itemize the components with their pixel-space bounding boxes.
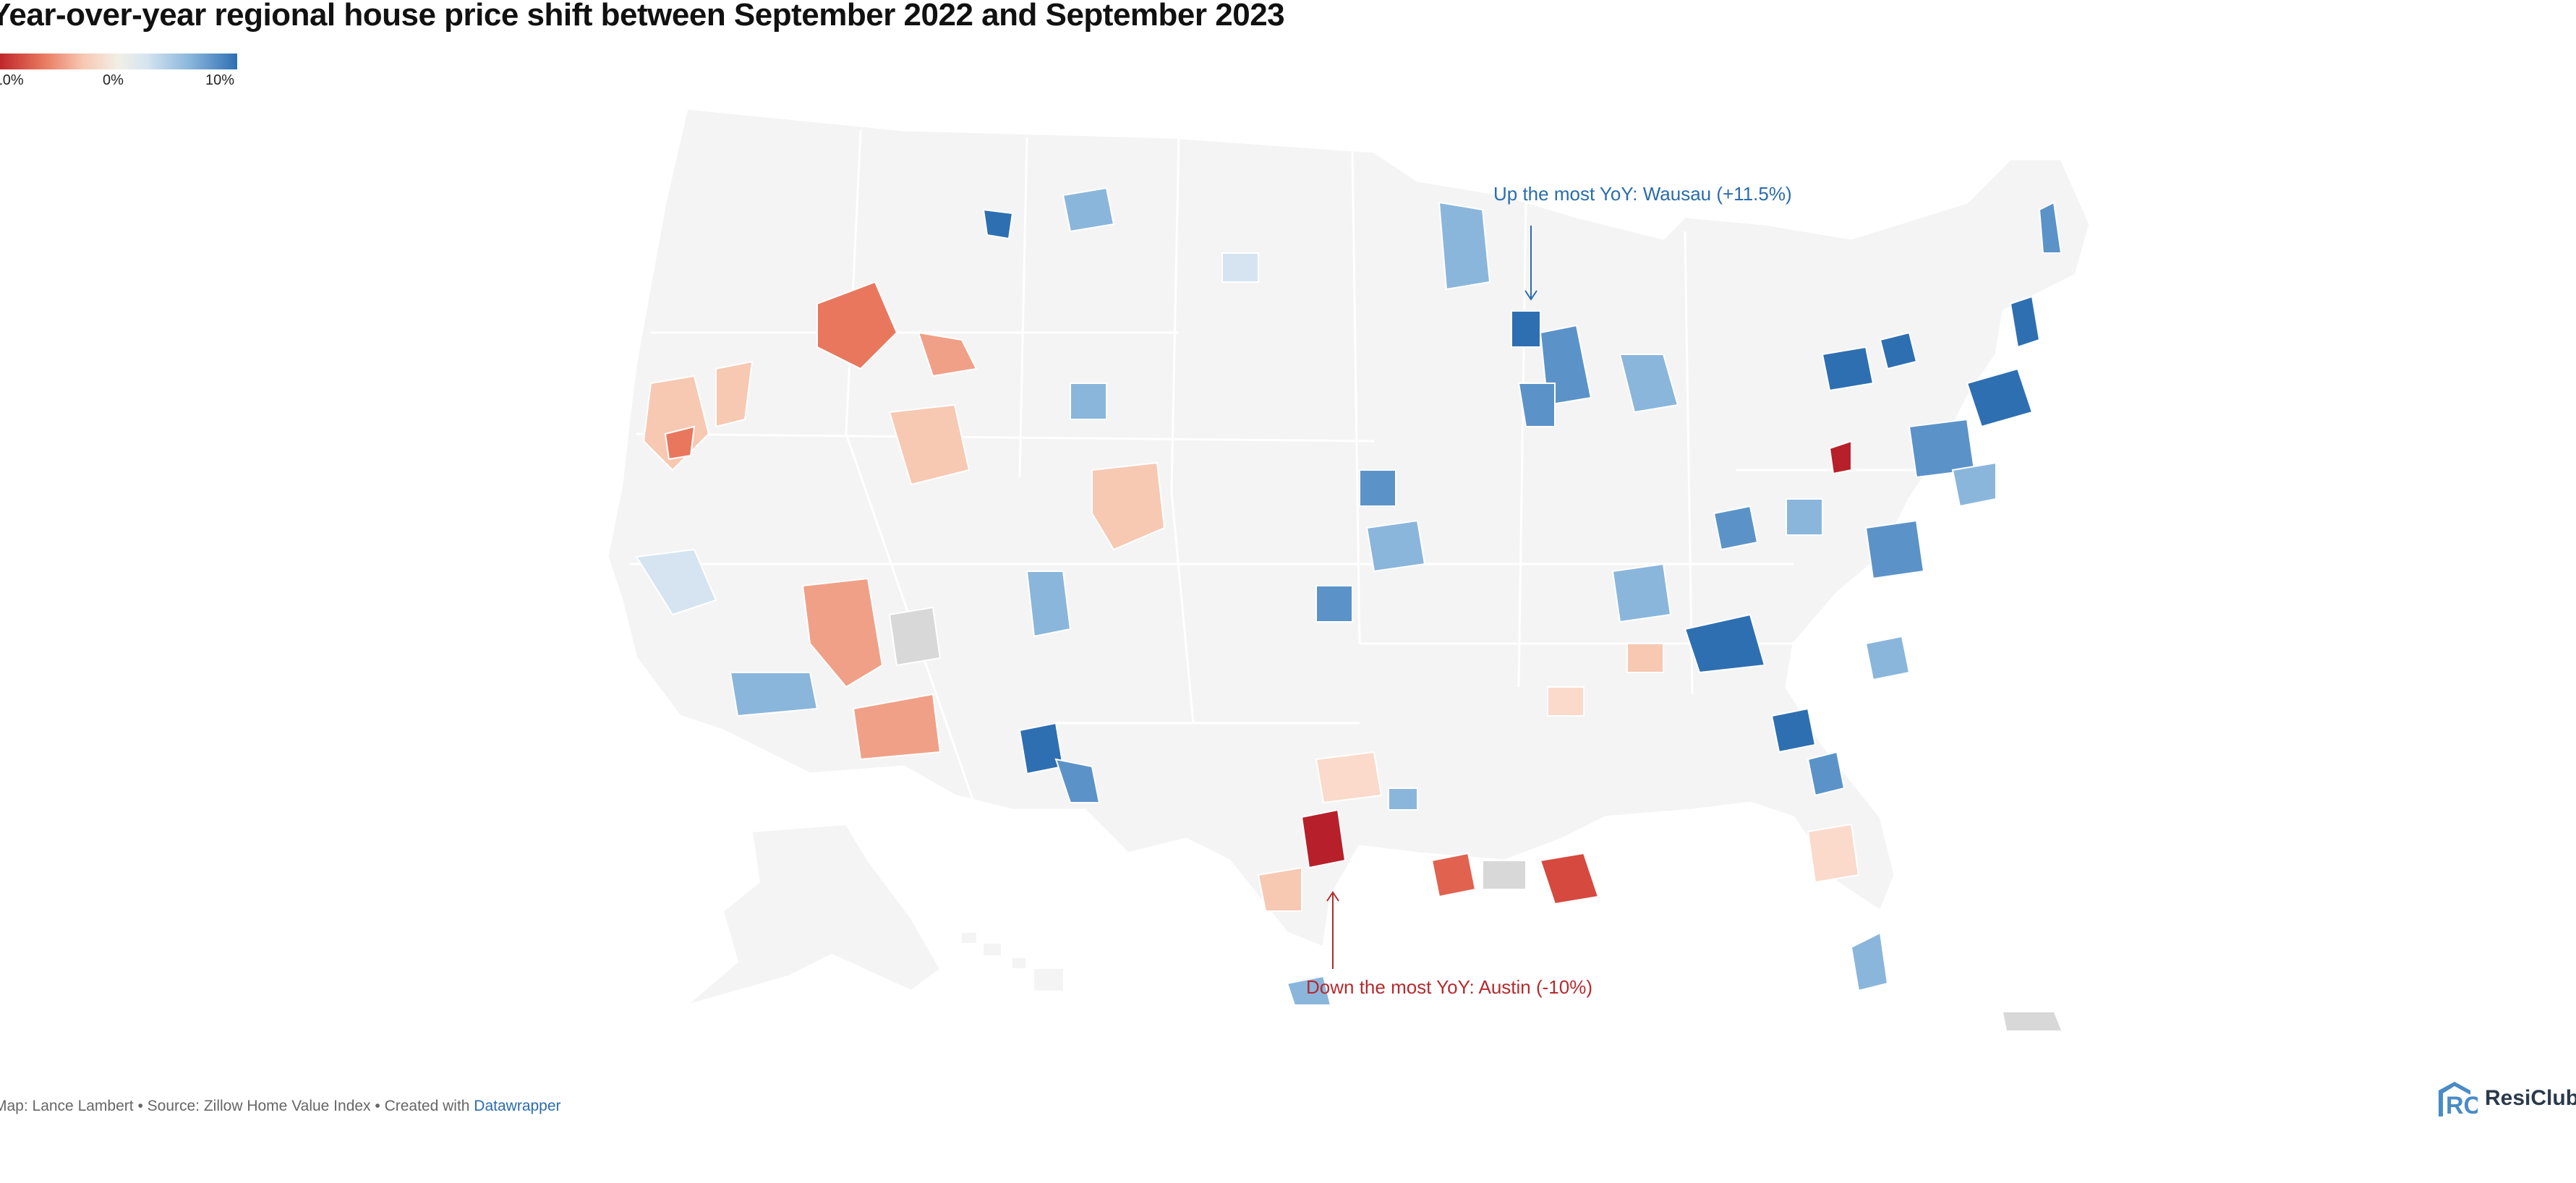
- annotation-down: Down the most YoY: Austin (-10%): [1306, 891, 1592, 998]
- hawaii-islands: [962, 933, 1063, 991]
- annotation-up-arrowhead: [1524, 290, 1538, 301]
- annotation-up: Up the most YoY: Wausau (+11.5%): [1493, 183, 1792, 301]
- puerto-rico-outline: [2003, 1012, 2061, 1030]
- datawrapper-link[interactable]: Datawrapper: [474, 1098, 561, 1114]
- state-borders: [629, 129, 1953, 811]
- legend-mid-label: 0%: [103, 72, 124, 88]
- footer-credits: Map: Lance Lambert • Source: Zillow Home…: [0, 1098, 561, 1115]
- resiclub-logo: RC ResiClub: [2434, 1077, 2576, 1121]
- svg-text:RC: RC: [2446, 1092, 2478, 1119]
- alaska-outline: [686, 823, 942, 1006]
- resiclub-logo-icon: RC: [2439, 1082, 2478, 1119]
- footer-text: Map: Lance Lambert • Source: Zillow Home…: [0, 1098, 474, 1114]
- legend-max-label: 10%: [205, 72, 235, 88]
- legend-min-label: -10%: [0, 72, 24, 88]
- resiclub-logo-text: ResiClub: [2485, 1086, 2576, 1110]
- us-metro-map: Up the most YoY: Wausau (+11.5%) Down th…: [0, 94, 2576, 1056]
- metro-regions: [635, 187, 2063, 1006]
- map-title: Year-over-year regional house price shif…: [0, 0, 1285, 33]
- annotation-down-text: Down the most YoY: Austin (-10%): [1306, 976, 1592, 998]
- annotation-down-arrowhead: [1326, 891, 1339, 902]
- legend-gradient-bar: [0, 54, 237, 69]
- color-legend: -10% 0% 10%: [0, 51, 239, 94]
- annotation-up-text: Up the most YoY: Wausau (+11.5%): [1493, 183, 1792, 205]
